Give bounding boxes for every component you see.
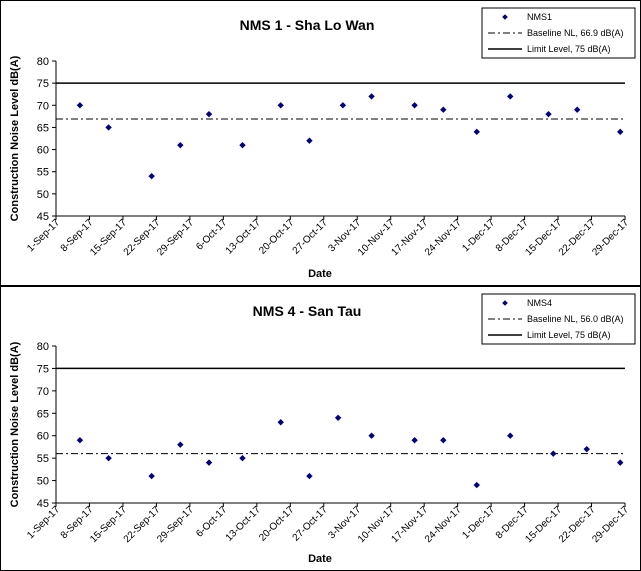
y-tick-label: 65 — [37, 408, 49, 420]
y-tick-label: 75 — [37, 78, 49, 90]
y-tick-label: 70 — [37, 100, 49, 112]
data-point-diamond — [205, 110, 213, 118]
y-tick-label: 55 — [37, 453, 49, 465]
y-tick-label: 70 — [37, 386, 49, 398]
data-point-diamond — [148, 172, 155, 180]
data-point-diamond — [105, 124, 112, 131]
chart-title: NMS 4 - San Tau — [253, 303, 362, 319]
y-tick-label: 45 — [37, 211, 49, 223]
data-point-diamond — [306, 137, 313, 144]
y-tick-label: 50 — [37, 476, 49, 488]
y-tick-label: 60 — [37, 145, 49, 157]
chart-nms1-panel: NMS 1 - Sha Lo Wan45505560657075801-Sep-… — [0, 0, 641, 286]
legend-label: NMS4 — [527, 298, 552, 308]
y-tick-label: 55 — [37, 167, 49, 179]
y-tick-label: 75 — [37, 363, 49, 375]
legend-label: Limit Level, 75 dB(A) — [527, 44, 611, 54]
data-point-diamond — [177, 141, 184, 149]
data-point-diamond — [573, 106, 581, 113]
data-point-diamond — [368, 93, 375, 100]
data-point-diamond — [205, 459, 213, 466]
data-point-diamond — [617, 128, 624, 136]
y-tick-label: 45 — [37, 498, 49, 510]
data-point-diamond — [507, 432, 514, 439]
data-point-diamond — [473, 481, 480, 489]
data-point-diamond — [411, 102, 418, 109]
data-point-diamond — [545, 110, 552, 118]
y-axis-label: Construction Noise Level dB(A) — [9, 55, 21, 221]
x-axis-label: Date — [308, 553, 332, 565]
data-point-diamond — [277, 419, 284, 426]
x-axis-label: Date — [308, 268, 332, 280]
legend-label: Baseline NL, 66.9 dB(A) — [527, 28, 624, 38]
data-point-diamond — [334, 414, 342, 421]
data-point-diamond — [148, 472, 155, 480]
data-point-diamond — [339, 102, 347, 109]
y-tick-label: 50 — [37, 189, 49, 201]
y-axis-label: Construction Noise Level dB(A) — [9, 341, 21, 507]
data-point-diamond — [507, 93, 514, 100]
chart-title: NMS 1 - Sha Lo Wan — [240, 17, 375, 33]
plot-area — [56, 61, 625, 216]
data-point-diamond — [76, 102, 84, 109]
y-tick-label: 80 — [37, 341, 49, 353]
y-tick-label: 60 — [37, 431, 49, 443]
legend-label: Baseline NL, 56.0 dB(A) — [527, 314, 624, 324]
data-point-diamond — [368, 432, 375, 439]
legend-swatch-diamond — [502, 14, 508, 20]
data-point-diamond — [239, 141, 246, 149]
data-point-diamond — [76, 437, 84, 444]
y-tick-label: 80 — [37, 56, 49, 68]
data-point-diamond — [411, 437, 418, 444]
data-point-diamond — [583, 445, 590, 453]
data-point-diamond — [440, 437, 447, 444]
plot-area — [56, 346, 625, 503]
legend-swatch-diamond — [502, 300, 508, 306]
y-tick-label: 65 — [37, 122, 49, 134]
chart-nms4-panel: NMS 4 - San Tau45505560657075801-Sep-178… — [0, 286, 641, 571]
data-point-diamond — [177, 441, 184, 448]
data-point-diamond — [473, 128, 480, 136]
data-point-diamond — [306, 472, 313, 480]
legend-label: NMS1 — [527, 12, 552, 22]
data-point-diamond — [550, 450, 557, 457]
data-point-diamond — [239, 454, 246, 462]
data-point-diamond — [277, 102, 284, 109]
legend-label: Limit Level, 75 dB(A) — [527, 330, 611, 340]
data-point-diamond — [440, 106, 447, 113]
